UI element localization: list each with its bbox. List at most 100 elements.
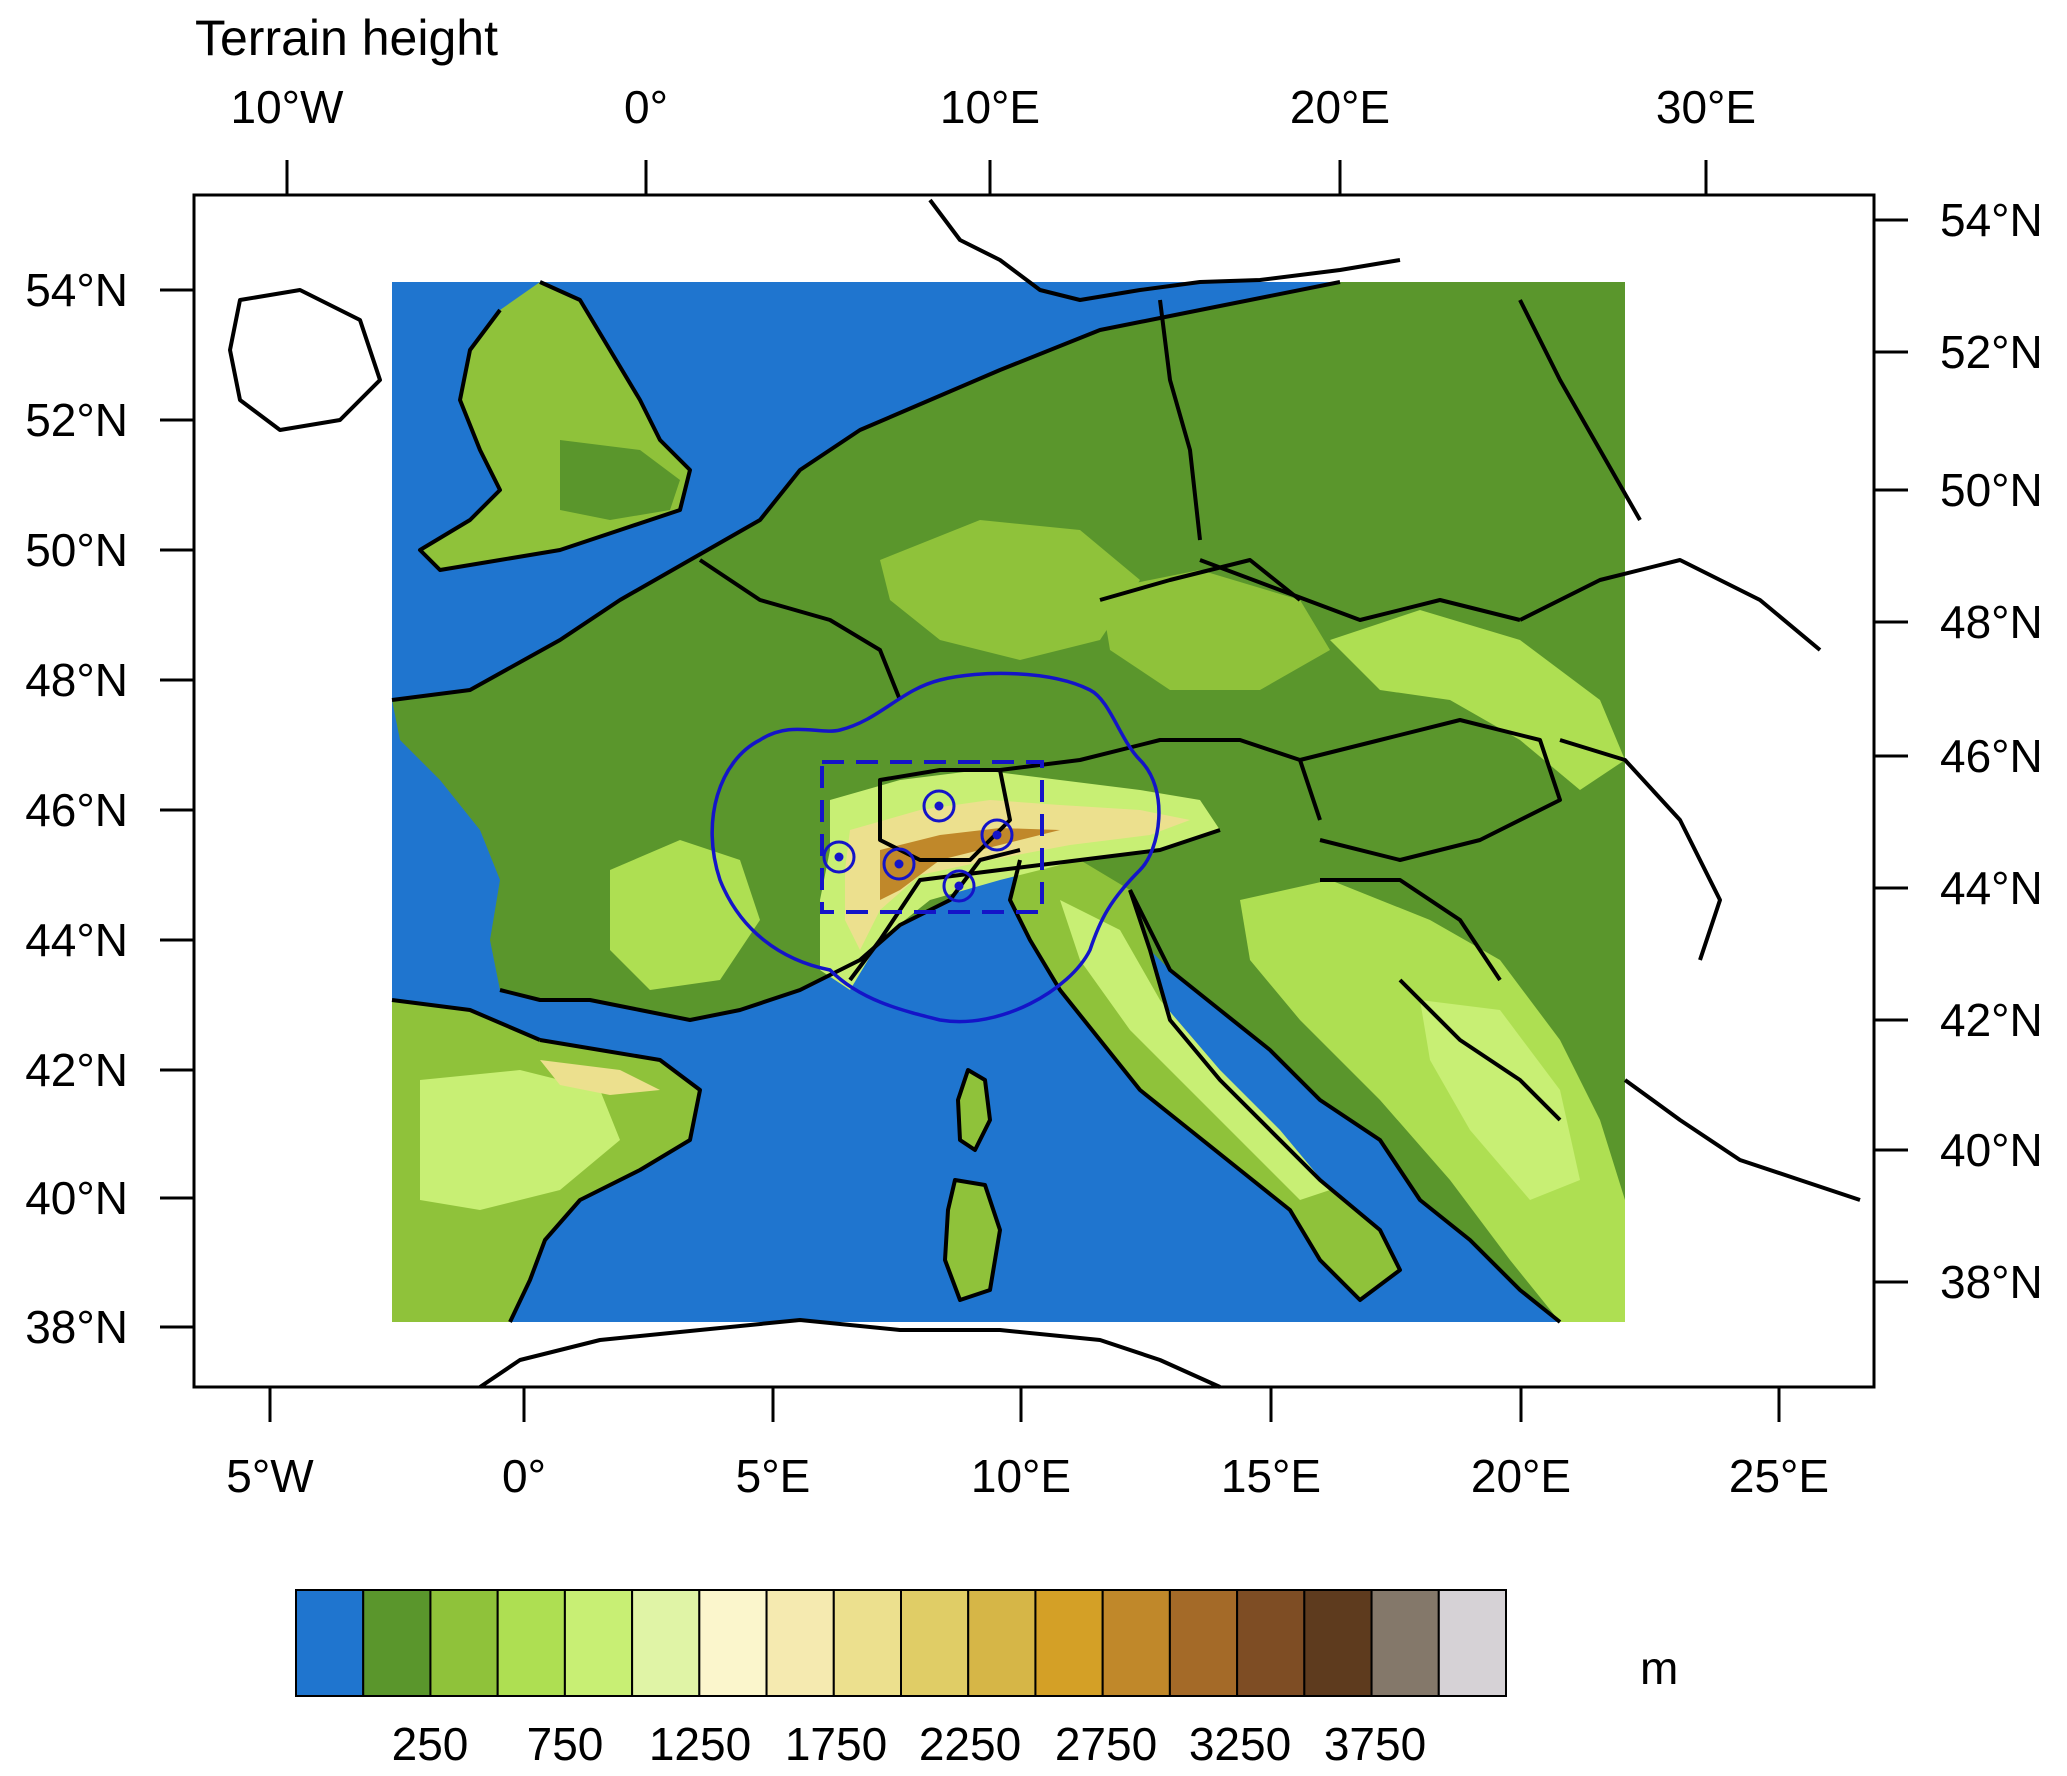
nested-domains: [710, 671, 1161, 1024]
border-poland-south: [1199, 558, 1521, 622]
top-longitude-axis: [285, 160, 1708, 195]
bottom-lon-label: 0°: [502, 1450, 546, 1502]
radar-site-circle: [822, 840, 856, 874]
colorbar: [295, 1589, 1508, 1697]
central-uplands: [880, 520, 1140, 660]
right-lat-label: 44°N: [1940, 862, 2043, 914]
balkans-hills: [1240, 880, 1625, 1322]
border-balkans-1: [1320, 878, 1502, 982]
border-ukraine: [1519, 558, 1822, 652]
coastline-west-europe: [391, 280, 1341, 702]
alps-peaks: [880, 828, 1060, 900]
right-latitude-axis: [1874, 218, 1908, 1284]
right-lat-label: 38°N: [1940, 1256, 2043, 1308]
top-lon-label: 20°E: [1290, 81, 1390, 133]
coastline-mediterranean: [499, 848, 1021, 1022]
colorbar-swatch: [832, 1589, 903, 1697]
coastline-turkey-greece: [1623, 1078, 1861, 1202]
colorbar-tick-label: 750: [527, 1718, 604, 1770]
colorbar-swatch: [295, 1589, 365, 1697]
bottom-lon-label: 5°E: [736, 1450, 811, 1502]
border-germany-czech: [1099, 558, 1302, 602]
border-austria: [999, 738, 1322, 821]
colorbar-tick-label: 2750: [1055, 1718, 1157, 1770]
left-lat-label: 46°N: [25, 784, 128, 836]
left-latitude-axis: [160, 288, 194, 1329]
map-title: Terrain height: [195, 10, 498, 66]
left-lat-label: 42°N: [25, 1044, 128, 1096]
top-lon-label: 30°E: [1656, 81, 1756, 133]
border-romania: [1559, 738, 1722, 961]
border-italy-north: [848, 828, 1221, 982]
right-lat-label: 50°N: [1940, 464, 2043, 516]
coastline-ireland: [228, 288, 382, 432]
left-lat-label: 44°N: [25, 914, 128, 966]
colorbar-swatch: [631, 1589, 701, 1697]
iberia-highland: [420, 1070, 620, 1210]
britain-lowland: [560, 440, 680, 520]
radar-site-dot: [894, 859, 904, 869]
colorbar-unit-label: m: [1640, 1642, 1678, 1694]
bottom-lon-label: 20°E: [1471, 1450, 1571, 1502]
right-lat-label: 52°N: [1940, 326, 2043, 378]
coastline-iberia: [508, 1038, 702, 1323]
left-lat-label: 50°N: [25, 524, 128, 576]
right-lat-label: 48°N: [1940, 596, 2043, 648]
left-lat-label: 48°N: [25, 654, 128, 706]
right-lat-label: 40°N: [1940, 1124, 2043, 1176]
colorbar-tick-label: 1750: [785, 1718, 887, 1770]
left-lat-label: 52°N: [25, 394, 128, 446]
border-hungary: [1299, 718, 1562, 862]
left-lat-label: 38°N: [25, 1301, 128, 1353]
top-lon-label: 10°E: [940, 81, 1040, 133]
bottom-longitude-axis: [268, 1387, 1781, 1422]
balkans-high: [1420, 1000, 1580, 1200]
map-frame: [192, 193, 1876, 1389]
border-switzerland: [878, 768, 1012, 862]
radar-site-circle: [942, 869, 976, 903]
colorbar-swatch: [967, 1589, 1037, 1697]
sardinia: [945, 1180, 1000, 1300]
inner-dashed-domain: [820, 760, 1044, 914]
radar-site-dot: [954, 881, 964, 891]
coastline-sardinia: [943, 1178, 1002, 1302]
right-lat-label: 54°N: [1940, 194, 2043, 246]
coastline-britain: [418, 280, 692, 572]
border-germany-poland: [1158, 299, 1202, 541]
left-lat-label: 40°N: [25, 1172, 128, 1224]
colorbar-swatch: [1034, 1589, 1104, 1697]
border-france-germany: [698, 558, 902, 701]
colorbar-swatch: [1236, 1589, 1306, 1697]
colorbar-swatch: [1168, 1589, 1239, 1697]
bottom-lon-label: 25°E: [1729, 1450, 1829, 1502]
radar-site-circle: [980, 818, 1014, 852]
colorbar-swatch: [563, 1589, 634, 1697]
radar-site-circle: [922, 789, 956, 823]
border-belarus: [1518, 299, 1642, 521]
colorbar-swatch: [900, 1589, 970, 1697]
bohemia-hills: [1100, 570, 1330, 690]
border-france-spain: [391, 998, 541, 1042]
colorbar-swatch: [698, 1589, 768, 1697]
coastlines-borders: [228, 198, 1861, 1389]
colorbar-swatch: [1370, 1589, 1440, 1697]
top-lon-label: 10°W: [231, 81, 345, 133]
outer-radar-coverage-outline: [710, 671, 1161, 1024]
colorbar-swatch: [1101, 1589, 1171, 1697]
radar-site-dot: [934, 801, 944, 811]
colorbar-swatch: [429, 1589, 499, 1697]
coastline-adriatic: [1128, 889, 1562, 1324]
massif-central: [610, 840, 760, 990]
coastline-africa: [478, 1318, 1221, 1389]
colorbar-labels: 250 750 1250 1750 2250 2750 3250 3750: [392, 1718, 1427, 1770]
bottom-lon-label: 10°E: [971, 1450, 1071, 1502]
bottom-lon-label: 15°E: [1221, 1450, 1321, 1502]
corsica: [958, 1070, 990, 1150]
bottom-lon-label: 5°W: [226, 1450, 314, 1502]
coastline-baltic: [928, 198, 1401, 302]
colorbar-tick-label: 1250: [649, 1718, 751, 1770]
colorbar-swatch: [362, 1589, 432, 1697]
colorbar-swatch: [496, 1589, 566, 1697]
right-lat-label: 46°N: [1940, 730, 2043, 782]
